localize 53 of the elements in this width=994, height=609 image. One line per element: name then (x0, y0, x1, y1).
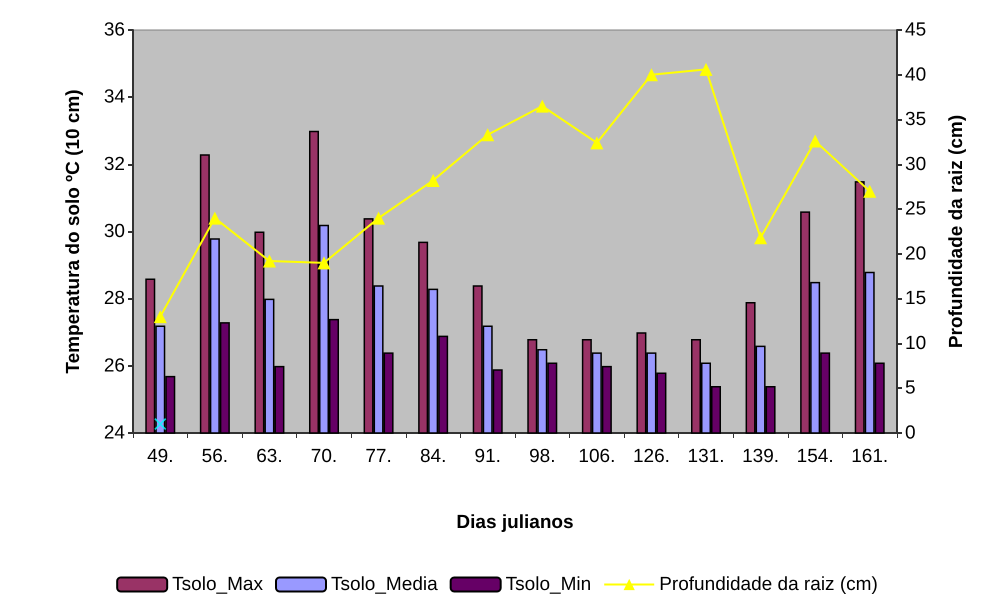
point (754, 231, 768, 244)
x-tick-label: 56. (202, 446, 228, 467)
point (262, 254, 276, 268)
y2-tick-label: 25 (905, 198, 926, 220)
point (154, 310, 167, 324)
point (208, 212, 222, 225)
point (644, 68, 658, 82)
x-tick-label: 77. (365, 446, 392, 467)
y-axis-title: Temperatura do solo ºC (10 cm) (63, 89, 84, 374)
legend-label: Tsolo_Media (331, 574, 438, 595)
y-tick-label: 24 (104, 422, 126, 444)
y2-axis-title: Profundidade da raiz (cm) (946, 114, 967, 348)
y2-tick-label: 45 (905, 20, 926, 40)
point (536, 100, 549, 113)
x-tick-label: 70. (310, 446, 338, 467)
x-tick-label: 91. (474, 446, 501, 467)
x-tick-label: 154. (796, 446, 834, 467)
x-tick-label: 161. (851, 446, 888, 467)
point (863, 184, 876, 198)
legend-label: Tsolo_Max (172, 574, 264, 595)
y-tick-label: 36 (104, 20, 125, 40)
point (481, 128, 494, 142)
y-tick-label: 28 (104, 288, 125, 310)
y-tick-label: 32 (104, 154, 125, 175)
y2-tick-label: 20 (905, 243, 926, 264)
point (372, 212, 386, 225)
x-axis-title: Dias julianos (456, 512, 574, 533)
point (590, 136, 604, 150)
y-tick-label: 30 (104, 221, 125, 242)
y2-tick-label: 15 (905, 288, 926, 310)
x-tick-label: 98. (529, 446, 556, 467)
point (154, 418, 166, 430)
y2-tick-label: 10 (905, 332, 926, 354)
y2-tick-label: 35 (905, 109, 926, 130)
x-tick-label: 106. (578, 446, 616, 467)
x-tick-label: 84. (420, 446, 446, 467)
y2-tick-label: 0 (905, 422, 916, 444)
y-tick-label: 34 (104, 86, 126, 108)
x-tick-label: 131. (688, 446, 724, 467)
y2-tick-label: 5 (905, 378, 916, 399)
x-tick-label: 139. (742, 446, 780, 467)
point (700, 62, 712, 76)
x-tick-label: 49. (147, 446, 174, 467)
y2-tick-label: 30 (905, 154, 926, 175)
x-tick-label: 126. (632, 446, 670, 467)
point (808, 134, 822, 148)
point (318, 256, 330, 270)
legend-label: Tsolo_Min (506, 574, 592, 595)
y-tick-label: 26 (104, 355, 125, 376)
y2-tick-label: 40 (905, 64, 926, 86)
x-tick-label: 63. (256, 446, 283, 467)
point (426, 174, 440, 187)
legend-label: Profundidade da raiz (cm) (659, 574, 878, 595)
